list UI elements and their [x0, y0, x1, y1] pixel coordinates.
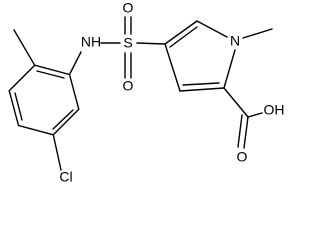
atom-label: NH: [81, 34, 101, 50]
atom-label: O: [237, 149, 248, 165]
atom-label: OH: [264, 102, 285, 118]
atom-label: S: [123, 35, 132, 51]
atom-label: Cl: [59, 169, 72, 183]
page: NH S O O N Cl OH O (() => { const data =…: [8, 0, 285, 185]
atom-labels: NH S O O N Cl OH O: [59, 0, 285, 185]
structure-diagram: NH S O O N Cl OH O: [8, 0, 285, 185]
atom-label: O: [123, 0, 134, 16]
bonds: [8, 16, 273, 171]
atom-label: N: [230, 33, 240, 49]
atom-label: O: [123, 78, 134, 94]
